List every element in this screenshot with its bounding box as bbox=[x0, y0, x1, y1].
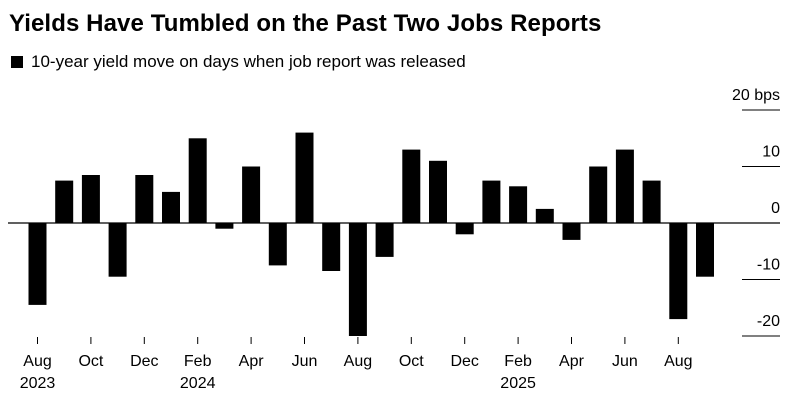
y-tick-label: -20 bbox=[757, 313, 780, 330]
bar bbox=[215, 223, 234, 229]
x-tick-label: Aug bbox=[664, 353, 692, 370]
y-tick-label: 20 bps bbox=[732, 87, 780, 104]
bar bbox=[28, 223, 47, 305]
y-tick-label: 0 bbox=[771, 200, 780, 217]
bar bbox=[669, 223, 688, 320]
bar bbox=[268, 223, 287, 266]
bar bbox=[242, 166, 261, 223]
bar bbox=[482, 180, 501, 223]
x-tick-label: Feb bbox=[504, 353, 532, 370]
bar bbox=[562, 223, 581, 240]
bar bbox=[402, 149, 421, 223]
bar bbox=[135, 175, 154, 223]
x-year-label: 2025 bbox=[500, 375, 536, 392]
x-tick-label: Oct bbox=[78, 353, 103, 370]
bar bbox=[509, 186, 528, 223]
x-tick-label: Dec bbox=[450, 353, 478, 370]
bar bbox=[429, 160, 447, 223]
legend-swatch bbox=[11, 56, 23, 68]
bar bbox=[615, 149, 634, 223]
y-tick-label: 10 bbox=[762, 144, 780, 161]
bar bbox=[455, 223, 474, 235]
x-tick-label: Jun bbox=[292, 353, 318, 370]
bar bbox=[535, 208, 554, 223]
x-tick-label: Oct bbox=[399, 353, 424, 370]
bar bbox=[589, 166, 608, 223]
bar bbox=[642, 180, 661, 223]
bar bbox=[108, 223, 127, 277]
x-tick-label: Apr bbox=[559, 353, 585, 370]
x-tick-label: Aug bbox=[344, 353, 372, 370]
legend-label: 10-year yield move on days when job repo… bbox=[31, 52, 466, 71]
bar bbox=[162, 191, 180, 223]
x-year-label: 2023 bbox=[20, 375, 56, 392]
bar bbox=[348, 223, 367, 336]
chart-title: Yields Have Tumbled on the Past Two Jobs… bbox=[9, 10, 602, 37]
y-tick-label: -10 bbox=[757, 257, 780, 274]
x-tick-label: Aug bbox=[23, 353, 51, 370]
bar bbox=[81, 175, 100, 223]
x-tick-label: Dec bbox=[130, 353, 158, 370]
bar bbox=[188, 138, 207, 224]
bar bbox=[55, 180, 74, 223]
x-year-label: 2024 bbox=[180, 375, 216, 392]
legend: 10-year yield move on days when job repo… bbox=[11, 52, 466, 72]
bar bbox=[696, 223, 714, 277]
bar bbox=[322, 223, 341, 271]
bar bbox=[295, 132, 314, 223]
x-tick-label: Apr bbox=[239, 353, 265, 370]
x-tick-label: Feb bbox=[184, 353, 212, 370]
bar bbox=[375, 223, 394, 257]
x-tick-label: Jun bbox=[612, 353, 638, 370]
